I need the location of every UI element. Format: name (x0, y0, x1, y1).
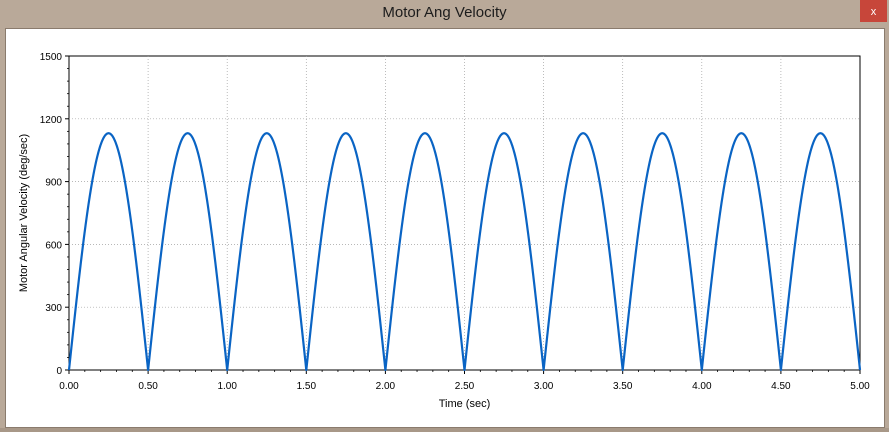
y-tick-label: 300 (45, 303, 62, 314)
x-tick-label: 1.50 (297, 381, 317, 392)
title-bar[interactable]: Motor Ang Velocity x (0, 0, 889, 28)
window-title: Motor Ang Velocity (382, 4, 507, 21)
y-tick-label: 1200 (40, 115, 63, 126)
y-tick-label: 600 (45, 240, 62, 251)
y-axis-title: Motor Angular Velocity (deg/sec) (18, 134, 30, 292)
x-axis-ticks: 0.00 0.50 1.00 1.50 2.00 2.50 3.00 3.50 4.00 4.50… (59, 370, 870, 392)
x-tick-label: 4.00 (692, 381, 712, 392)
x-tick-label: 3.50 (613, 381, 633, 392)
grid-lines (69, 56, 860, 370)
series-line-velocity (67, 132, 862, 372)
close-button[interactable]: x (860, 0, 887, 22)
y-tick-label: 900 (45, 178, 62, 189)
bottom-border (0, 428, 889, 432)
x-tick-label: 0.00 (59, 381, 79, 392)
x-tick-label: 5.00 (850, 381, 870, 392)
x-tick-label: 2.50 (455, 381, 475, 392)
y-tick-label: 1500 (40, 52, 63, 63)
x-tick-label: 0.50 (138, 381, 158, 392)
x-tick-label: 2.00 (376, 381, 396, 392)
x-tick-label: 4.50 (771, 381, 791, 392)
x-axis-title: Time (sec) (439, 398, 491, 410)
x-tick-label: 3.00 (534, 381, 554, 392)
y-axis-ticks: 0 300 600 900 1200 1500 (40, 52, 69, 377)
y-tick-label: 0 (56, 366, 62, 377)
x-tick-label: 1.00 (217, 381, 237, 392)
